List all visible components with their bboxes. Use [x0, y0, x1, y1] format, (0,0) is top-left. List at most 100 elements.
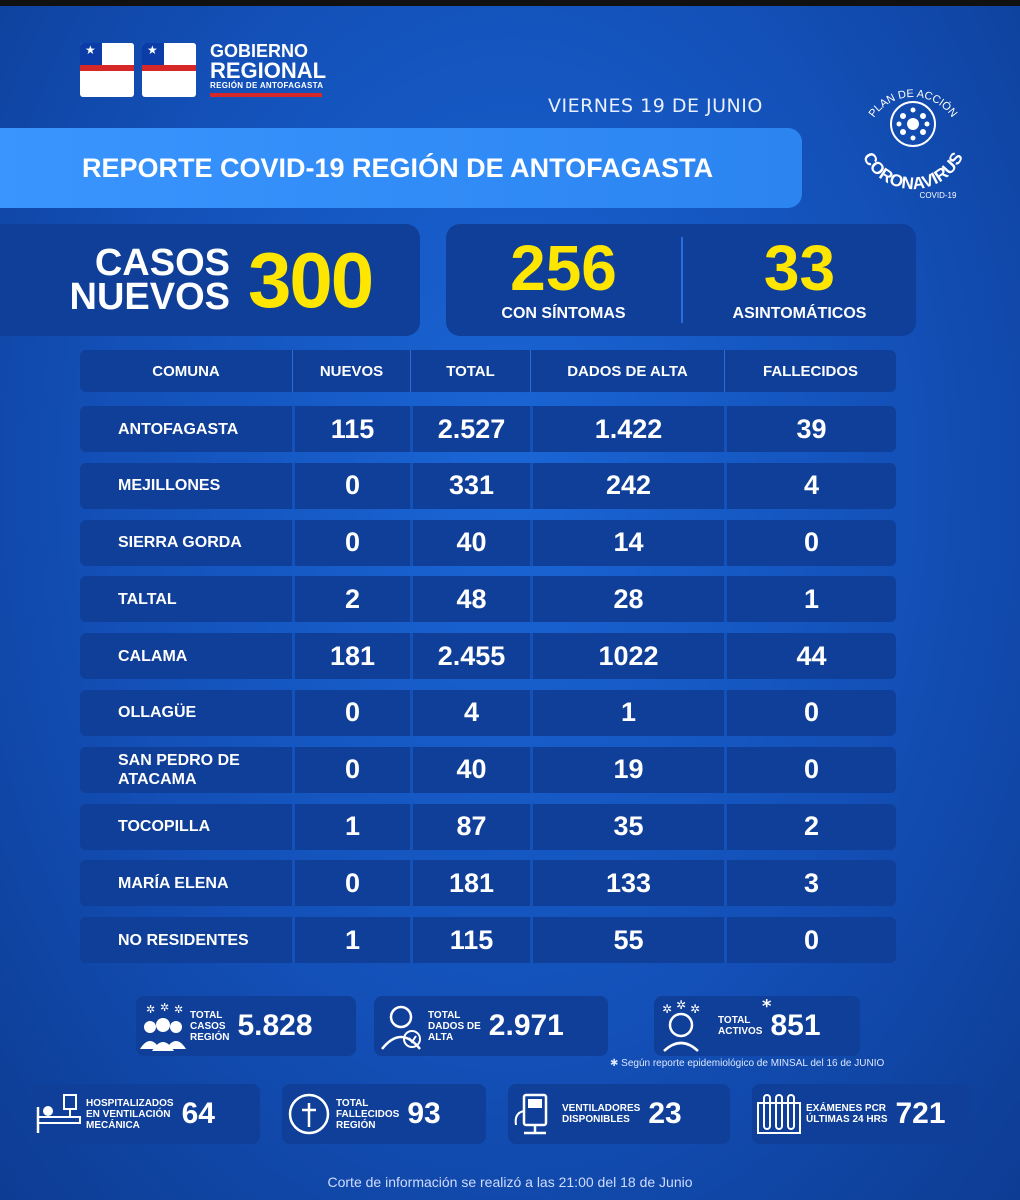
gov-underline	[210, 93, 322, 97]
table-header: COMUNA NUEVOS TOTAL DADOS DE ALTA FALLEC…	[80, 350, 896, 392]
cell-alta: 55	[530, 917, 724, 964]
header-dados-de-alta: DADOS DE ALTA	[530, 350, 724, 392]
comuna-table: COMUNA NUEVOS TOTAL DADOS DE ALTA FALLEC…	[80, 350, 896, 964]
total-dados-de-alta-box: TOTAL DADOS DE ALTA 2.971	[374, 996, 608, 1056]
test-tubes-icon	[757, 1094, 801, 1134]
badge-top-text: PLAN DE ACCIÓN	[867, 88, 960, 120]
vent-l2: DISPONIBLES	[562, 1114, 630, 1125]
cell-total: 40	[410, 746, 530, 793]
con-sintomas-label: CON SÍNTOMAS	[501, 305, 626, 322]
people-group-icon: ✲ ✲ ✲	[140, 1001, 186, 1051]
con-sintomas-value: 256	[510, 232, 617, 304]
cell-fallecidos: 44	[724, 633, 896, 680]
con-sintomas-stat: 256 CON SÍNTOMAS	[446, 232, 681, 323]
table-row: OLLAGÜE 0 4 1 0	[80, 689, 896, 736]
cell-alta: 28	[530, 576, 724, 623]
badge-main-text: CORONAVIRUS	[859, 149, 967, 193]
cell-fallecidos: 0	[724, 746, 896, 793]
examenes-label: EXÁMENES PCR ÚLTIMAS 24 HRS	[806, 1103, 888, 1125]
comuna-name: OLLAGÜE	[118, 704, 197, 722]
table-row: ANTOFAGASTA 115 2.527 1.422 39	[80, 406, 896, 452]
comuna-name: SAN PEDRO DE	[118, 751, 240, 769]
symptoms-panel: 256 CON SÍNTOMAS 33 ASINTOMÁTICOS	[446, 224, 916, 336]
comuna-name: TOCOPILLA	[118, 818, 211, 836]
total-casos-region-box: ✲ ✲ ✲ TOTAL CASOS REGIÓN 5.828	[136, 996, 356, 1056]
ventilator-icon	[514, 1093, 548, 1135]
cell-comuna: ANTOFAGASTA	[80, 406, 292, 452]
svg-text:✲: ✲	[160, 1001, 169, 1014]
recovered-person-icon	[381, 1005, 421, 1050]
cell-total: 2.455	[410, 633, 530, 680]
cell-alta: 19	[530, 746, 724, 793]
ventiladores-label: VENTILADORES DISPONIBLES	[562, 1103, 640, 1125]
asintomaticos-label: ASINTOMÁTICOS	[732, 305, 867, 322]
cell-total: 181	[410, 860, 530, 907]
cell-alta: 1022	[530, 633, 724, 680]
cell-total: 331	[410, 462, 530, 509]
cell-nuevos: 0	[292, 519, 410, 566]
gobierno-regional-wordmark: GOBIERNO REGIONAL REGIÓN DE ANTOFAGASTA	[210, 42, 326, 97]
gov-line-1: GOBIERNO	[210, 41, 309, 61]
casos-label-2: NUEVOS	[69, 276, 230, 318]
hospital-bed-icon	[36, 1094, 81, 1133]
cell-nuevos: 1	[292, 803, 410, 850]
examenes-pcr-box: EXÁMENES PCR ÚLTIMAS 24 HRS 721	[752, 1084, 972, 1144]
asintomaticos-stat: 33 ASINTOMÁTICOS	[680, 236, 916, 323]
total-casos-value: 5.828	[237, 1009, 313, 1042]
table-row: SAN PEDRO DE ATACAMA 0 40 19 0	[80, 746, 896, 793]
table-row: TOCOPILLA 1 87 35 2	[80, 803, 896, 850]
total-casos-l3: REGIÓN	[190, 1031, 230, 1043]
hospitalizados-box: HOSPITALIZADOS EN VENTILACIÓN MECÁNICA 6…	[32, 1084, 260, 1144]
cell-alta: 242	[530, 462, 724, 509]
hosp-l3: MECÁNICA	[86, 1119, 140, 1131]
cell-nuevos: 0	[292, 462, 410, 509]
cell-nuevos: 181	[292, 633, 410, 680]
cell-comuna: SIERRA GORDA	[80, 519, 292, 566]
total-alta-l3: ALTA	[428, 1031, 454, 1043]
svg-text:✲: ✲	[676, 999, 686, 1012]
svg-text:✲: ✲	[690, 1002, 700, 1016]
comuna-name: CALAMA	[118, 647, 188, 665]
header-comuna: COMUNA	[152, 362, 220, 380]
total-activos-box: ✲ ✲ ✲ TOTAL ACTIVOS * 851	[654, 996, 860, 1056]
fall-l1: TOTAL	[336, 1097, 369, 1109]
cell-nuevos: 0	[292, 746, 410, 793]
cell-comuna: TALTAL	[80, 576, 292, 623]
header-nuevos: NUEVOS	[292, 350, 410, 392]
table-row: MEJILLONES 0 331 242 4	[80, 462, 896, 509]
hospitalizados-value: 64	[181, 1097, 215, 1130]
comuna-name: MARÍA ELENA	[118, 874, 229, 892]
cell-alta: 133	[530, 860, 724, 907]
exam-l1: EXÁMENES PCR	[806, 1103, 887, 1114]
hosp-l1: HOSPITALIZADOS	[86, 1097, 174, 1109]
government-logos: GOBIERNO REGIONAL REGIÓN DE ANTOFAGASTA	[80, 42, 326, 97]
cell-total: 87	[410, 803, 530, 850]
footer-note: Corte de información se realizó a las 21…	[327, 1174, 693, 1190]
svg-text:PLAN DE ACCIÓN: PLAN DE ACCIÓN	[867, 88, 960, 120]
comuna-name: SIERRA GORDA	[118, 534, 242, 552]
fallecidos-label: TOTAL FALLECIDOS REGIÓN	[336, 1098, 399, 1131]
gobierno-de-chile-crest-icon-2	[142, 42, 196, 97]
gobierno-de-chile-crest-icon	[80, 42, 134, 97]
svg-text:✲: ✲	[146, 1003, 155, 1016]
cell-alta: 1	[530, 689, 724, 736]
cell-total: 2.527	[410, 406, 530, 452]
cell-fallecidos: 3	[724, 860, 896, 907]
table-row: TALTAL 2 48 28 1	[80, 576, 896, 623]
total-casos-l1: TOTAL	[190, 1009, 223, 1021]
coronavirus-plan-badge-icon: PLAN DE ACCIÓN CORONAVIRUS COVID-19	[859, 88, 967, 200]
cell-fallecidos: 0	[724, 917, 896, 964]
cell-comuna: MARÍA ELENA	[80, 860, 292, 907]
comuna-name-line2: ATACAMA	[118, 770, 197, 788]
cell-fallecidos: 0	[724, 689, 896, 736]
total-casos-label: TOTAL CASOS REGIÓN	[190, 1010, 229, 1043]
total-alta-l2: DADOS DE	[428, 1020, 481, 1032]
casos-nuevos-value: 300	[248, 235, 374, 324]
hospitalizados-label: HOSPITALIZADOS EN VENTILACIÓN MECÁNICA	[86, 1098, 174, 1131]
svg-text:✲: ✲	[662, 1002, 672, 1016]
cell-total: 48	[410, 576, 530, 623]
fallecidos-value: 93	[407, 1097, 441, 1130]
gov-line-2: REGIONAL	[210, 58, 327, 83]
cell-comuna: NO RESIDENTES	[80, 917, 292, 964]
comuna-name: NO RESIDENTES	[118, 931, 249, 949]
